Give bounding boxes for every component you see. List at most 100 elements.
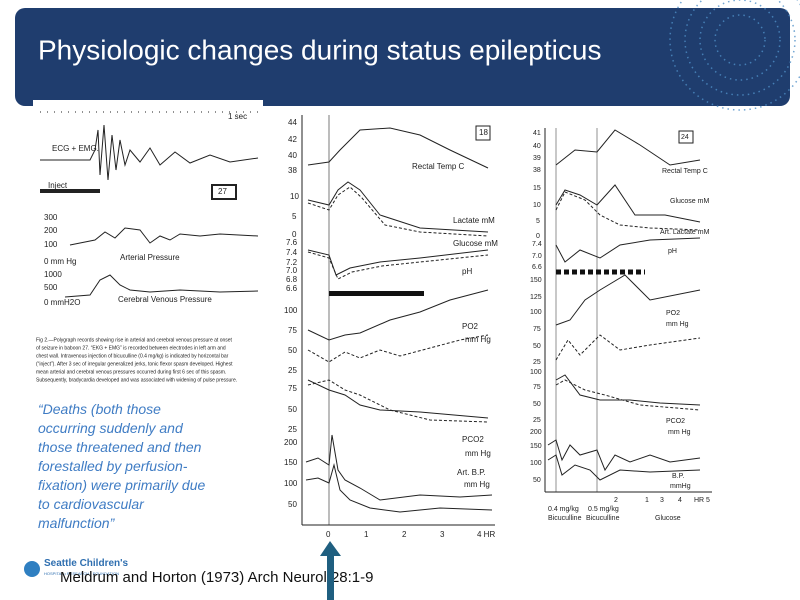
figure-left: 1 sec ECG + EMG. Inject 27 300 200 100 0… xyxy=(33,100,263,395)
quote-line: “Deaths (both those xyxy=(38,401,161,417)
x-tick-label: 4 xyxy=(678,497,682,504)
figure-label: Rectal Temp C xyxy=(412,162,465,171)
tick-label: 25 xyxy=(288,425,297,434)
trace xyxy=(555,184,701,223)
tick-label: 7.0 xyxy=(532,253,542,260)
tick-label: 38 xyxy=(288,166,297,175)
caption-line: of seizure in baboon 27. “EKG + EMG” is … xyxy=(36,345,226,351)
tick-label: 50 xyxy=(533,343,541,350)
trace xyxy=(307,186,489,237)
ecg-trace xyxy=(40,124,259,181)
figure-label: B.P. xyxy=(672,473,684,480)
tick-label: 50 xyxy=(288,500,297,509)
figure-label: PO2 xyxy=(666,310,680,317)
decor-rings xyxy=(669,0,800,111)
header-band xyxy=(15,8,790,106)
caption-line: (“inject”). After 3 sec of irregular gen… xyxy=(36,361,233,367)
figure-right: 24 41 40 39 38 15 10 5 0 7.4 7.0 6.6 150… xyxy=(530,128,712,522)
quote-line: to cardiovascular xyxy=(38,496,145,512)
logo-tagline: HOSPITAL • RESEARCH • FOUNDATION xyxy=(44,571,119,576)
trace xyxy=(307,334,489,363)
tick-label: 125 xyxy=(530,294,542,301)
x-tick-label: 1 xyxy=(364,530,369,539)
caption-line: chest wall. Intravenous injection of bic… xyxy=(36,353,229,359)
tick-label: 100 xyxy=(530,309,542,316)
figure-label: Art. B.P. xyxy=(457,468,486,477)
tick-label: 7.4 xyxy=(532,241,542,248)
tick-label: 25 xyxy=(533,359,541,366)
tick-label: 10 xyxy=(533,202,541,209)
tick-label: 300 xyxy=(44,213,58,222)
tick-label: 50 xyxy=(533,401,541,408)
figure-label: ECG + EMG. xyxy=(52,144,99,153)
tick-label: 41 xyxy=(533,130,541,137)
tick-label: 39 xyxy=(533,155,541,162)
figure-box xyxy=(211,184,237,200)
figure-frame xyxy=(33,100,263,395)
figure-note: Glucose xyxy=(655,515,681,522)
figure-label: 1 sec xyxy=(228,112,247,121)
tick-label: 6.6 xyxy=(532,264,542,271)
tick-label: 40 xyxy=(288,151,297,160)
trace xyxy=(305,434,493,501)
tick-label: 75 xyxy=(288,384,297,393)
tick-label: 6.8 xyxy=(286,275,298,284)
tick-label: 0 mmH2O xyxy=(44,298,80,307)
tick-label: 50 xyxy=(288,405,297,414)
x-tick-label: 4 HR xyxy=(477,530,495,539)
figure-number: 18 xyxy=(479,128,488,137)
trace xyxy=(305,463,493,513)
trace xyxy=(307,249,489,276)
trace xyxy=(547,454,701,481)
tick-label: 7.0 xyxy=(286,266,298,275)
quote: “Deaths (both those occurring suddenly a… xyxy=(38,401,205,531)
tick-label: 10 xyxy=(290,192,299,201)
tick-label: 75 xyxy=(288,326,297,335)
caption-line: Subsequently, bradycardia developed and … xyxy=(36,377,237,383)
tick-label: 150 xyxy=(284,458,298,467)
tick-label: 7.2 xyxy=(286,258,298,267)
tick-label: 1000 xyxy=(44,270,62,279)
pointer-arrow xyxy=(320,541,341,600)
figure-label: mm Hg xyxy=(465,449,491,458)
tick-label: 150 xyxy=(530,277,542,284)
trace xyxy=(555,274,701,326)
tick-label: 42 xyxy=(288,135,297,144)
trace xyxy=(307,289,489,341)
trace xyxy=(555,374,701,406)
trace xyxy=(307,181,489,233)
tick-label: 25 xyxy=(533,417,541,424)
tick-label: 0 xyxy=(292,230,297,239)
figure-label: PCO2 xyxy=(462,435,484,444)
figure-label: Inject xyxy=(48,181,68,190)
caption-line: mean arterial and cerebral venous pressu… xyxy=(36,369,226,375)
figure-label: pH xyxy=(462,267,472,276)
tick-label: 75 xyxy=(533,384,541,391)
trace xyxy=(307,379,489,423)
quote-line: forestalled by perfusion- xyxy=(38,458,188,474)
tick-label: 200 xyxy=(44,226,58,235)
figure-box xyxy=(678,130,694,144)
quote-line: fixation) were primarily due xyxy=(38,477,205,493)
trace xyxy=(555,334,701,361)
arterial-trace xyxy=(69,227,259,246)
slide-title: Physiologic changes during status epilep… xyxy=(38,34,601,65)
tick-label: 150 xyxy=(530,443,542,450)
tick-label: 500 xyxy=(44,283,58,292)
trace xyxy=(307,379,489,419)
figure-box xyxy=(475,125,491,141)
tick-label: 15 xyxy=(533,185,541,192)
figure-number: 24 xyxy=(681,134,689,141)
x-tick-label: 0 xyxy=(326,530,331,539)
figure-note: 0.5 mg/kg xyxy=(588,506,619,513)
x-tick-label: 2 xyxy=(614,497,618,504)
tick-label: 7.6 xyxy=(286,238,298,247)
trace xyxy=(555,129,701,166)
figure-label: mm Hg xyxy=(464,480,490,489)
quote-line: occurring suddenly and xyxy=(38,420,184,436)
tick-label: 100 xyxy=(284,306,298,315)
tick-label: 100 xyxy=(530,460,542,467)
tick-label: 5 xyxy=(536,218,540,225)
tick-label: 50 xyxy=(533,477,541,484)
figure-label: pH xyxy=(668,248,677,255)
